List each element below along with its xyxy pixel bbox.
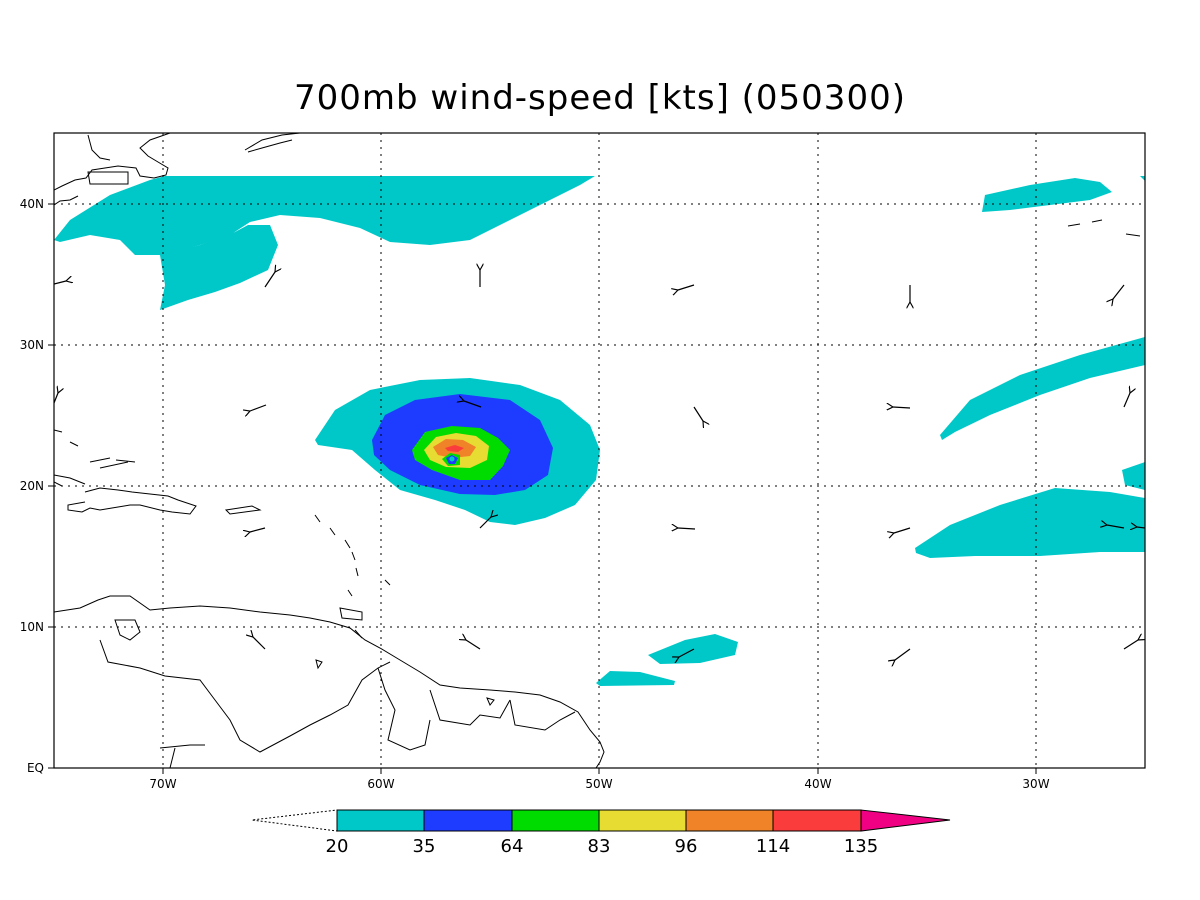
colorbar-box-96-114 bbox=[685, 809, 774, 832]
coast-south-america bbox=[54, 595, 605, 768]
colorbar-over-triangle bbox=[860, 809, 951, 832]
colorbar: 20 35 64 83 96 114 135 bbox=[251, 809, 951, 857]
lon-label-40w: 40W bbox=[804, 777, 831, 791]
colorbar-label-35: 35 bbox=[413, 836, 436, 857]
coast-hispaniola bbox=[67, 487, 197, 515]
colorbar-under-triangle bbox=[251, 809, 338, 832]
wind-vector bbox=[479, 517, 491, 529]
coast-puerto-rico bbox=[224, 505, 262, 515]
lat-label-30n: 30N bbox=[20, 338, 44, 352]
lon-label-60w: 60W bbox=[367, 777, 394, 791]
lon-label-50w: 50W bbox=[585, 777, 612, 791]
coast-brazil-river bbox=[159, 744, 205, 768]
lat-label-40n: 40N bbox=[20, 197, 44, 211]
lat-label-eq: EQ bbox=[27, 761, 44, 775]
colorbar-box-35-64 bbox=[423, 809, 513, 832]
coast-trinidad bbox=[339, 607, 363, 639]
wind-vector bbox=[1123, 393, 1130, 408]
coast-nova-scotia bbox=[244, 133, 301, 153]
map-title: 700mb wind-speed [kts] (050300) bbox=[294, 78, 906, 118]
colorbar-box-64-83 bbox=[511, 809, 600, 832]
contour-20kt-ne2 bbox=[1140, 176, 1145, 181]
wind-vector bbox=[54, 281, 66, 285]
lat-axis-labels: EQ 10N 20N 30N 40N bbox=[20, 197, 44, 775]
wind-vector bbox=[678, 284, 695, 290]
coast-cuba bbox=[54, 474, 86, 487]
map-gridlines bbox=[54, 133, 1145, 768]
wind-vector bbox=[679, 648, 695, 657]
wind-vector bbox=[693, 406, 703, 421]
colorbar-box-20-35 bbox=[336, 809, 425, 832]
lat-label-20n: 20N bbox=[20, 479, 44, 493]
wind-vector bbox=[894, 527, 911, 533]
wind-vector bbox=[250, 404, 267, 411]
contour-20kt-band-e1 bbox=[940, 337, 1145, 440]
wind-vector bbox=[678, 528, 696, 529]
wind-contours bbox=[54, 176, 1145, 686]
colorbar-label-114: 114 bbox=[756, 836, 790, 857]
contour-20kt-band-e3 bbox=[915, 488, 1145, 558]
contour-20kt-band-e2 bbox=[1122, 462, 1145, 490]
wind-vector bbox=[893, 407, 911, 408]
wind-vector bbox=[1113, 284, 1125, 299]
axis-ticks bbox=[48, 203, 1037, 774]
colorbar-label-83: 83 bbox=[588, 836, 611, 857]
wind-vector bbox=[466, 640, 481, 650]
wind-vector bbox=[54, 393, 58, 404]
contour-eye-20kt bbox=[449, 456, 455, 462]
coast-bahamas bbox=[54, 429, 136, 469]
wind-vector bbox=[250, 527, 266, 532]
colorbar-box-114-135 bbox=[772, 809, 862, 832]
colorbar-label-20: 20 bbox=[326, 836, 349, 857]
border-guyana bbox=[377, 667, 431, 751]
contour-20kt-south2 bbox=[596, 671, 675, 686]
wind-vector bbox=[1123, 640, 1138, 650]
wind-vector bbox=[264, 272, 275, 288]
contour-20kt-lobe bbox=[160, 225, 278, 310]
lat-label-10n: 10N bbox=[20, 620, 44, 634]
wind-vector bbox=[464, 401, 482, 408]
contour-114kt bbox=[445, 445, 464, 452]
wind-vector bbox=[253, 637, 266, 650]
contour-20kt-ne1 bbox=[982, 178, 1112, 212]
colorbar-label-64: 64 bbox=[501, 836, 524, 857]
border-suriname bbox=[429, 689, 511, 726]
coastlines bbox=[54, 133, 1141, 768]
coast-lesser-antilles bbox=[314, 514, 391, 597]
lon-label-70w: 70W bbox=[149, 777, 176, 791]
border-guiana bbox=[509, 699, 576, 731]
wind-vector bbox=[1107, 525, 1125, 529]
colorbar-box-83-96 bbox=[598, 809, 687, 832]
colorbar-label-135: 135 bbox=[844, 836, 878, 857]
lon-axis-labels: 70W 60W 50W 40W 30W bbox=[149, 777, 1049, 791]
colorbar-label-96: 96 bbox=[675, 836, 698, 857]
coast-azores bbox=[1067, 219, 1141, 237]
wind-vector bbox=[1137, 527, 1145, 528]
map-area bbox=[54, 133, 1145, 768]
contour-20kt-north bbox=[54, 176, 595, 255]
border-us-canada bbox=[87, 171, 129, 185]
lon-label-30w: 30W bbox=[1022, 777, 1049, 791]
border-venezuela bbox=[99, 639, 391, 753]
wind-vectors bbox=[54, 270, 1145, 660]
wind-vector bbox=[895, 648, 911, 660]
coast-north-america bbox=[54, 133, 171, 206]
coast-island-small bbox=[315, 659, 495, 706]
coast-venezuela-lake bbox=[114, 619, 141, 641]
